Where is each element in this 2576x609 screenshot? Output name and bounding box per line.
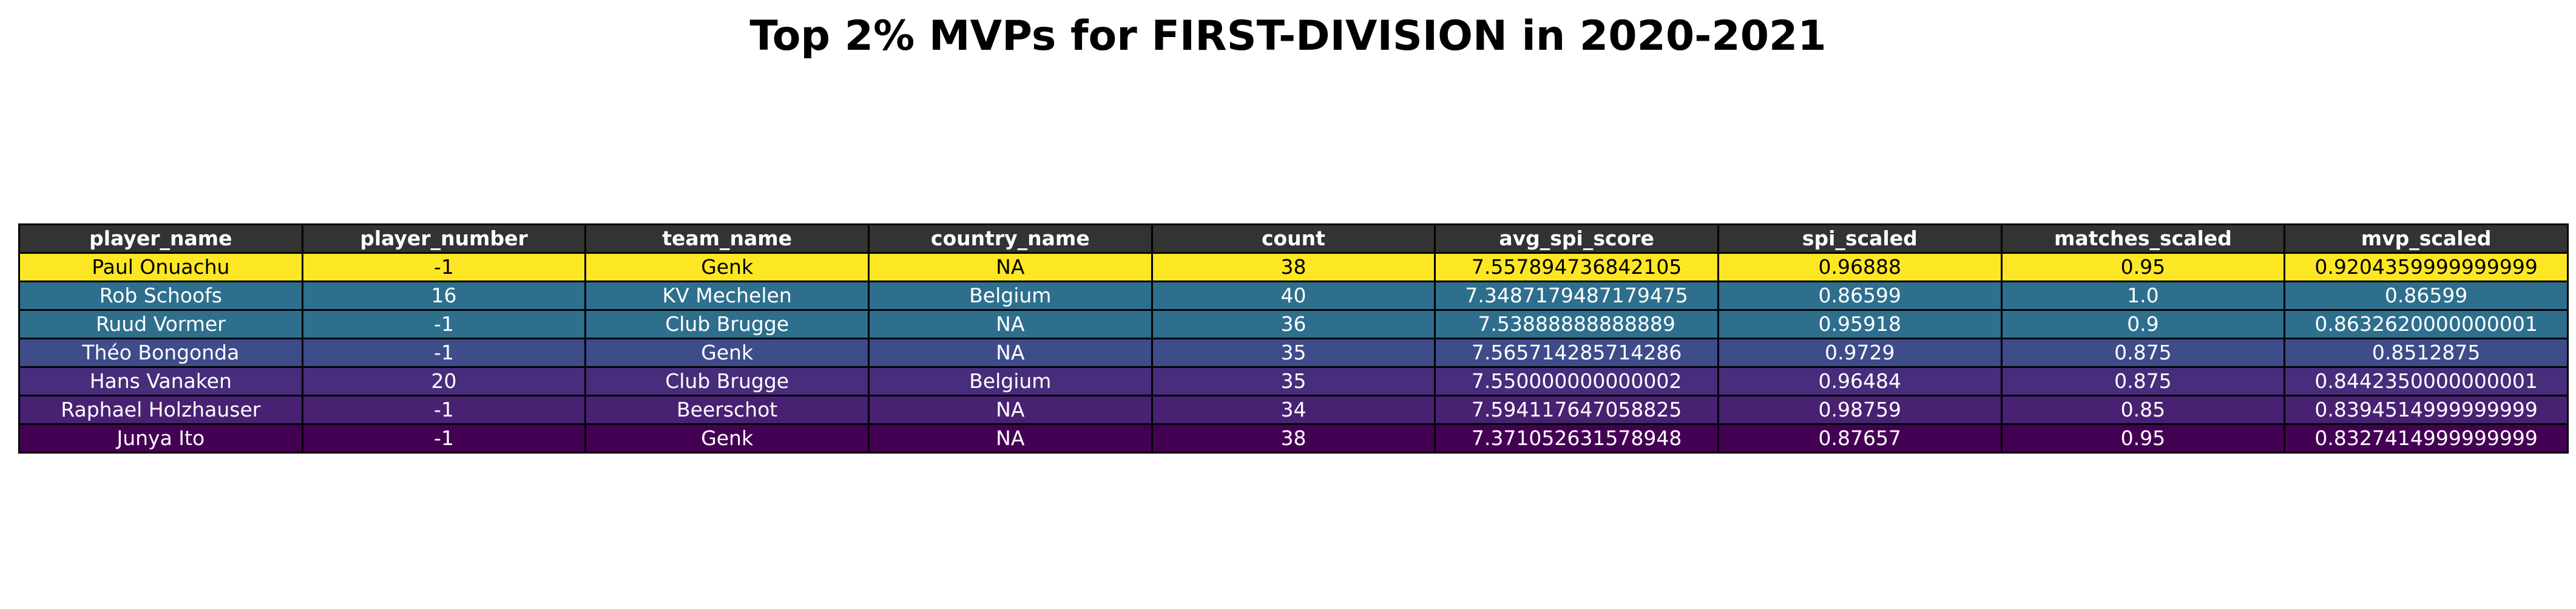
cell-team-name: Genk xyxy=(584,423,870,454)
cell-mvp-scaled: 0.86599 xyxy=(2284,281,2569,311)
header-cell-matches-scaled: matches_scaled xyxy=(2000,223,2286,254)
table-body: Paul Onuachu -1 Genk NA 38 7.557894736842105 0… xyxy=(18,252,2569,454)
cell-spi-scaled: 0.96888 xyxy=(1717,252,2003,282)
header-cell-country-name: country_name xyxy=(867,223,1153,254)
cell-player-number: -1 xyxy=(301,338,587,368)
cell-count: 35 xyxy=(1151,338,1436,368)
cell-avg-spi-score: 7.371052631578948 xyxy=(1434,423,1719,454)
table-row: Raphael Holzhauser -1 Beerschot NA 34 7.59411… xyxy=(18,395,2569,425)
cell-country-name: Belgium xyxy=(867,281,1153,311)
table-row: Paul Onuachu -1 Genk NA 38 7.557894736842105 0… xyxy=(18,252,2569,282)
cell-team-name: Club Brugge xyxy=(584,309,870,339)
cell-count: 35 xyxy=(1151,366,1436,396)
cell-spi-scaled: 0.98759 xyxy=(1717,395,2003,425)
cell-avg-spi-score: 7.557894736842105 xyxy=(1434,252,1719,282)
table-row: Hans Vanaken 20 Club Brugge Belgium 35 7.5500… xyxy=(18,366,2569,396)
table-row: Junya Ito -1 Genk NA 38 7.371052631578948 0.87… xyxy=(18,423,2569,454)
cell-count: 34 xyxy=(1151,395,1436,425)
header-cell-player-name: player_name xyxy=(18,223,303,254)
cell-team-name: Genk xyxy=(584,252,870,282)
cell-mvp-scaled: 0.8442350000000001 xyxy=(2284,366,2569,396)
cell-player-number: 16 xyxy=(301,281,587,311)
table-row: Théo Bongonda -1 Genk NA 35 7.565714285714286… xyxy=(18,338,2569,368)
cell-matches-scaled: 0.9 xyxy=(2000,309,2286,339)
chart-title: Top 2% MVPs for FIRST-DIVISION in 2020-2… xyxy=(749,12,1827,60)
cell-player-name: Hans Vanaken xyxy=(18,366,303,396)
header-cell-spi-scaled: spi_scaled xyxy=(1717,223,2003,254)
cell-mvp-scaled: 0.8632620000000001 xyxy=(2284,309,2569,339)
cell-player-number: -1 xyxy=(301,423,587,454)
cell-country-name: NA xyxy=(867,338,1153,368)
cell-mvp-scaled: 0.8327414999999999 xyxy=(2284,423,2569,454)
cell-count: 38 xyxy=(1151,252,1436,282)
cell-player-name: Théo Bongonda xyxy=(18,338,303,368)
cell-mvp-scaled: 0.9204359999999999 xyxy=(2284,252,2569,282)
cell-matches-scaled: 0.875 xyxy=(2000,338,2286,368)
cell-country-name: NA xyxy=(867,423,1153,454)
cell-player-name: Paul Onuachu xyxy=(18,252,303,282)
cell-matches-scaled: 1.0 xyxy=(2000,281,2286,311)
cell-player-name: Rob Schoofs xyxy=(18,281,303,311)
cell-matches-scaled: 0.85 xyxy=(2000,395,2286,425)
cell-team-name: KV Mechelen xyxy=(584,281,870,311)
cell-spi-scaled: 0.87657 xyxy=(1717,423,2003,454)
cell-count: 38 xyxy=(1151,423,1436,454)
cell-player-number: -1 xyxy=(301,309,587,339)
cell-country-name: NA xyxy=(867,252,1153,282)
cell-spi-scaled: 0.95918 xyxy=(1717,309,2003,339)
cell-avg-spi-score: 7.3487179487179475 xyxy=(1434,281,1719,311)
cell-matches-scaled: 0.95 xyxy=(2000,252,2286,282)
cell-spi-scaled: 0.9729 xyxy=(1717,338,2003,368)
cell-count: 40 xyxy=(1151,281,1436,311)
header-row: player_name player_number team_name country… xyxy=(18,223,2569,254)
mvp-table: player_name player_number team_name country… xyxy=(18,223,2569,454)
cell-team-name: Club Brugge xyxy=(584,366,870,396)
cell-country-name: NA xyxy=(867,395,1153,425)
table-row: Ruud Vormer -1 Club Brugge NA 36 7.5388888888… xyxy=(18,309,2569,339)
cell-avg-spi-score: 7.53888888888889 xyxy=(1434,309,1719,339)
cell-player-name: Junya Ito xyxy=(18,423,303,454)
cell-team-name: Genk xyxy=(584,338,870,368)
cell-player-number: -1 xyxy=(301,395,587,425)
cell-matches-scaled: 0.875 xyxy=(2000,366,2286,396)
cell-spi-scaled: 0.86599 xyxy=(1717,281,2003,311)
header-cell-avg-spi-score: avg_spi_score xyxy=(1434,223,1719,254)
header-cell-player-number: player_number xyxy=(301,223,587,254)
header-cell-team-name: team_name xyxy=(584,223,870,254)
cell-player-name: Raphael Holzhauser xyxy=(18,395,303,425)
cell-country-name: Belgium xyxy=(867,366,1153,396)
header-cell-count: count xyxy=(1151,223,1436,254)
cell-avg-spi-score: 7.594117647058825 xyxy=(1434,395,1719,425)
cell-spi-scaled: 0.96484 xyxy=(1717,366,2003,396)
cell-team-name: Beerschot xyxy=(584,395,870,425)
cell-player-name: Ruud Vormer xyxy=(18,309,303,339)
cell-avg-spi-score: 7.550000000000002 xyxy=(1434,366,1719,396)
cell-player-number: 20 xyxy=(301,366,587,396)
table-row: Rob Schoofs 16 KV Mechelen Belgium 40 7.34871… xyxy=(18,281,2569,311)
cell-matches-scaled: 0.95 xyxy=(2000,423,2286,454)
cell-count: 36 xyxy=(1151,309,1436,339)
cell-mvp-scaled: 0.8512875 xyxy=(2284,338,2569,368)
header-cell-mvp-scaled: mvp_scaled xyxy=(2284,223,2569,254)
cell-country-name: NA xyxy=(867,309,1153,339)
cell-player-number: -1 xyxy=(301,252,587,282)
cell-avg-spi-score: 7.565714285714286 xyxy=(1434,338,1719,368)
cell-mvp-scaled: 0.8394514999999999 xyxy=(2284,395,2569,425)
